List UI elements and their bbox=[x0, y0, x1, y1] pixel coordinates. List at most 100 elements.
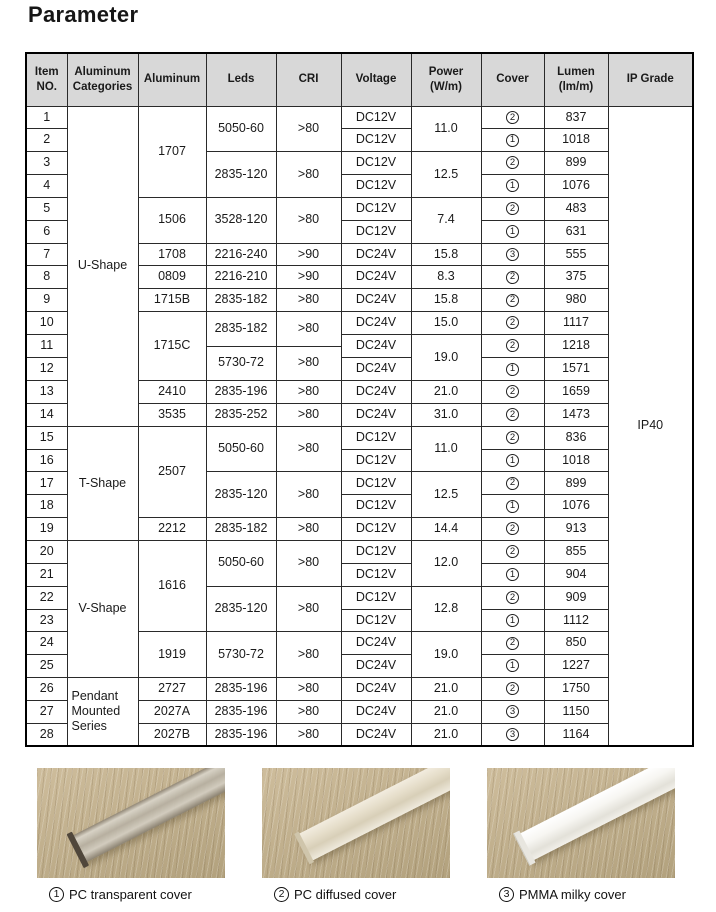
circled-number: 1 bbox=[506, 179, 519, 193]
table-row: 27 2027A 2835-196 >80 DC24V 21.0 3 1150 bbox=[25, 699, 693, 724]
table-cell: 11.0 bbox=[410, 105, 482, 153]
cover-photo-pmma-milky bbox=[487, 768, 675, 878]
table-cell: >80 bbox=[275, 425, 342, 473]
table-cell: DC12V bbox=[340, 517, 412, 541]
table-cell: 19.0 bbox=[410, 631, 482, 679]
cover-badge-cell: 2 bbox=[480, 333, 545, 359]
table-cell: DC24V bbox=[340, 402, 412, 427]
table-cell: 15.8 bbox=[410, 242, 482, 267]
table-row: 1 U-Shape 1707 5050-60 >80 DC12V 11.0 2 837 IP40 bbox=[25, 105, 694, 747]
cover-badge-cell: 2 bbox=[480, 151, 545, 176]
cover-badge-cell: 1 bbox=[480, 128, 545, 153]
table-cell: >80 bbox=[275, 540, 342, 587]
cover-badge-cell: 1 bbox=[480, 654, 545, 679]
table-cell: 21.0 bbox=[410, 677, 482, 701]
table-row: 15 T-Shape 2507 5050-60 >80 DC12V 11.0 2 836 bbox=[25, 425, 693, 542]
table-cell: 2835-196 bbox=[205, 699, 277, 724]
table-cell: 15.0 bbox=[410, 311, 482, 335]
circled-number: 2 bbox=[506, 202, 519, 216]
cover-caption-2: 2 PC diffused cover bbox=[262, 887, 450, 902]
table-cell: 913 bbox=[543, 517, 609, 541]
table-cell: 5050-60 bbox=[205, 425, 277, 473]
profile-strip-image bbox=[297, 768, 450, 862]
cover-photo-pc-transparent bbox=[37, 768, 225, 878]
table-cell: 15 bbox=[25, 425, 68, 450]
cover-badge-cell: 1 bbox=[480, 494, 545, 519]
cover-caption-label: PC transparent cover bbox=[69, 887, 192, 902]
table-cell: 2835-196 bbox=[205, 722, 277, 747]
category-cell: T-Shape bbox=[66, 425, 139, 542]
table-cell: 2027B bbox=[137, 722, 207, 747]
circled-number: 1 bbox=[506, 133, 519, 147]
table-cell: 1715B bbox=[137, 288, 207, 313]
table-cell: DC12V bbox=[340, 196, 412, 221]
table-cell: 909 bbox=[543, 585, 609, 610]
table-cell: DC12V bbox=[340, 608, 412, 633]
table-cell: 26 bbox=[25, 677, 68, 701]
cover-badge-cell: 2 bbox=[480, 265, 545, 290]
table-cell: >80 bbox=[275, 288, 342, 313]
table-row: 24 1919 5730-72 >80 DC24V 19.0 2 850 bbox=[25, 631, 693, 679]
table-cell: DC12V bbox=[340, 128, 412, 153]
circled-number: 2 bbox=[506, 408, 519, 422]
table-cell: >90 bbox=[275, 242, 342, 267]
table-cell: 1715C bbox=[137, 311, 207, 382]
table-cell: 12.5 bbox=[410, 151, 482, 198]
table-cell: 6 bbox=[25, 219, 68, 244]
table-cell: 7 bbox=[25, 242, 68, 267]
table-cell: 3 bbox=[25, 151, 68, 176]
table-cell: 1227 bbox=[543, 654, 609, 679]
cover-figure-1: 1 PC transparent cover bbox=[37, 768, 225, 902]
table-cell: 4 bbox=[25, 174, 68, 198]
table-cell: 8.3 bbox=[410, 265, 482, 290]
table-cell: 5050-60 bbox=[205, 540, 277, 587]
column-header: Aluminum Categories bbox=[66, 52, 139, 107]
table-cell: DC24V bbox=[340, 654, 412, 679]
cover-badge-cell: 2 bbox=[480, 585, 545, 610]
table-cell: 12 bbox=[25, 357, 68, 382]
circled-number: 2 bbox=[506, 293, 519, 307]
table-cell: 1506 bbox=[137, 196, 207, 244]
table-cell: 980 bbox=[543, 288, 609, 313]
table-row: 20 V-Shape 1616 5050-60 >80 DC12V 12.0 2 855 bbox=[25, 539, 693, 679]
split-cell-value: 5730-72 bbox=[218, 355, 264, 370]
table-cell: 855 bbox=[543, 540, 609, 564]
table-cell: 904 bbox=[543, 562, 609, 587]
cover-caption-3: 3 PMMA milky cover bbox=[487, 887, 675, 902]
table-cell: 1473 bbox=[543, 402, 609, 427]
table-cell: 1117 bbox=[543, 311, 609, 335]
cover-badge-cell: 2 bbox=[480, 311, 545, 335]
table-row: 3 2835-120 >80 DC12V 12.5 2 899 bbox=[25, 151, 693, 198]
column-header: CRI bbox=[275, 52, 342, 107]
table-row: 14 3535 2835-252 >80 DC24V 31.0 2 1473 bbox=[25, 402, 693, 427]
table-body: 1 U-Shape 1707 5050-60 >80 DC12V 11.0 2 837 IP40 2… bbox=[25, 105, 694, 747]
cover-caption-label: PMMA milky cover bbox=[519, 887, 626, 902]
table-cell: DC12V bbox=[340, 562, 412, 587]
table-cell: 10 bbox=[25, 311, 68, 335]
cover-caption-1: 1 PC transparent cover bbox=[37, 887, 225, 902]
circled-number: 2 bbox=[506, 316, 519, 330]
column-header: Aluminum bbox=[137, 52, 207, 107]
circled-number: 2 bbox=[506, 682, 519, 696]
table-cell: DC12V bbox=[340, 425, 412, 450]
table-cell: 20 bbox=[25, 540, 68, 564]
table-row: 13 2410 2835-196 >80 DC24V 21.0 2 1659 bbox=[25, 380, 693, 404]
cover-badge-cell: 2 bbox=[480, 288, 545, 313]
table-cell: 1708 bbox=[137, 242, 207, 267]
ip-grade-cell: IP40 bbox=[607, 105, 694, 747]
parameter-table-wrapper: Item NO. Aluminum Categories Aluminum Leds C… bbox=[25, 52, 694, 748]
table-cell: 25 bbox=[25, 654, 68, 679]
table-cell: 9 bbox=[25, 288, 68, 313]
table-cell: 1076 bbox=[543, 494, 609, 519]
table-cell: 12.8 bbox=[410, 585, 482, 633]
column-header: Power (W/m) bbox=[410, 52, 482, 107]
category-cell: V-Shape bbox=[66, 539, 139, 679]
table-cell: >80 bbox=[275, 151, 342, 198]
cover-badge-cell: 2 bbox=[480, 540, 545, 564]
cover-badge-cell: 3 bbox=[480, 242, 545, 267]
circled-number: 1 bbox=[506, 499, 519, 513]
table-cell: 483 bbox=[543, 196, 609, 221]
table-cell: 1150 bbox=[543, 699, 609, 724]
table-cell: 31.0 bbox=[410, 402, 482, 427]
